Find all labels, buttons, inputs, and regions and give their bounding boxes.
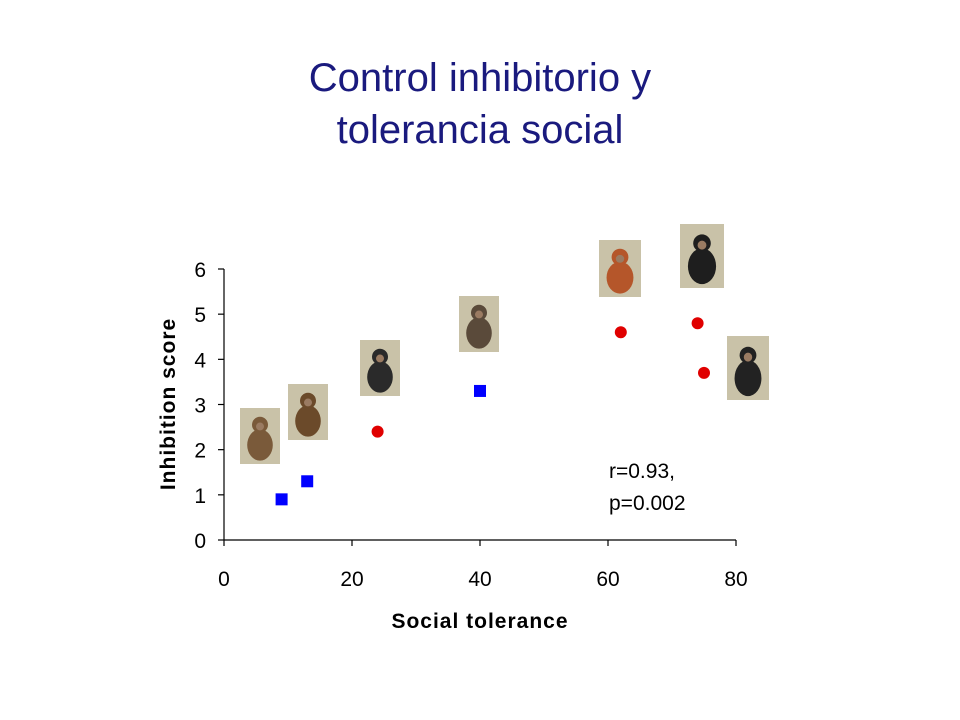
data-point-square xyxy=(301,475,314,488)
axis-ticks: 0 20 40 60 80 0 1 2 3 4 5 6 xyxy=(194,259,747,591)
data-points xyxy=(275,317,710,506)
primate-photos xyxy=(240,224,769,464)
x-tick-label: 80 xyxy=(724,568,747,591)
y-axis-title: Inhibition score xyxy=(157,318,180,490)
x-tick-label: 60 xyxy=(596,568,619,591)
x-tick-label: 20 xyxy=(340,568,363,591)
correlation-annotation-r: r=0.93, xyxy=(609,460,675,483)
bonobo-photo xyxy=(727,336,769,400)
y-tick-label: 0 xyxy=(194,530,206,553)
capuchin-photo xyxy=(288,384,328,440)
y-tick-label: 6 xyxy=(194,259,206,282)
x-axis-title: Social tolerance xyxy=(391,610,568,633)
y-tick-label: 3 xyxy=(194,395,206,418)
y-tick-label: 2 xyxy=(194,440,206,463)
data-point-square xyxy=(275,493,288,506)
data-point-circle xyxy=(691,317,704,330)
y-tick-label: 5 xyxy=(194,304,206,327)
x-tick-label: 0 xyxy=(218,568,230,591)
correlation-annotation-p: p=0.002 xyxy=(609,492,686,515)
y-tick-label: 1 xyxy=(194,485,206,508)
title-line-1: Control inhibitorio y xyxy=(308,56,652,100)
data-point-square xyxy=(474,384,486,397)
macaque-photo xyxy=(240,408,280,464)
y-tick-label: 4 xyxy=(194,349,206,372)
data-point-circle xyxy=(371,425,384,438)
title-line-2: tolerancia social xyxy=(336,108,624,152)
orangutan-photo xyxy=(599,240,641,297)
data-point-circle xyxy=(614,326,627,339)
slide-title: Control inhibitorio y tolerancia social xyxy=(0,52,960,156)
gorilla-photo xyxy=(360,340,400,396)
data-point-circle xyxy=(698,366,710,379)
x-tick-label: 40 xyxy=(468,568,491,591)
spider-monkey-photo xyxy=(459,296,499,352)
chimpanzee-photo xyxy=(680,224,724,288)
